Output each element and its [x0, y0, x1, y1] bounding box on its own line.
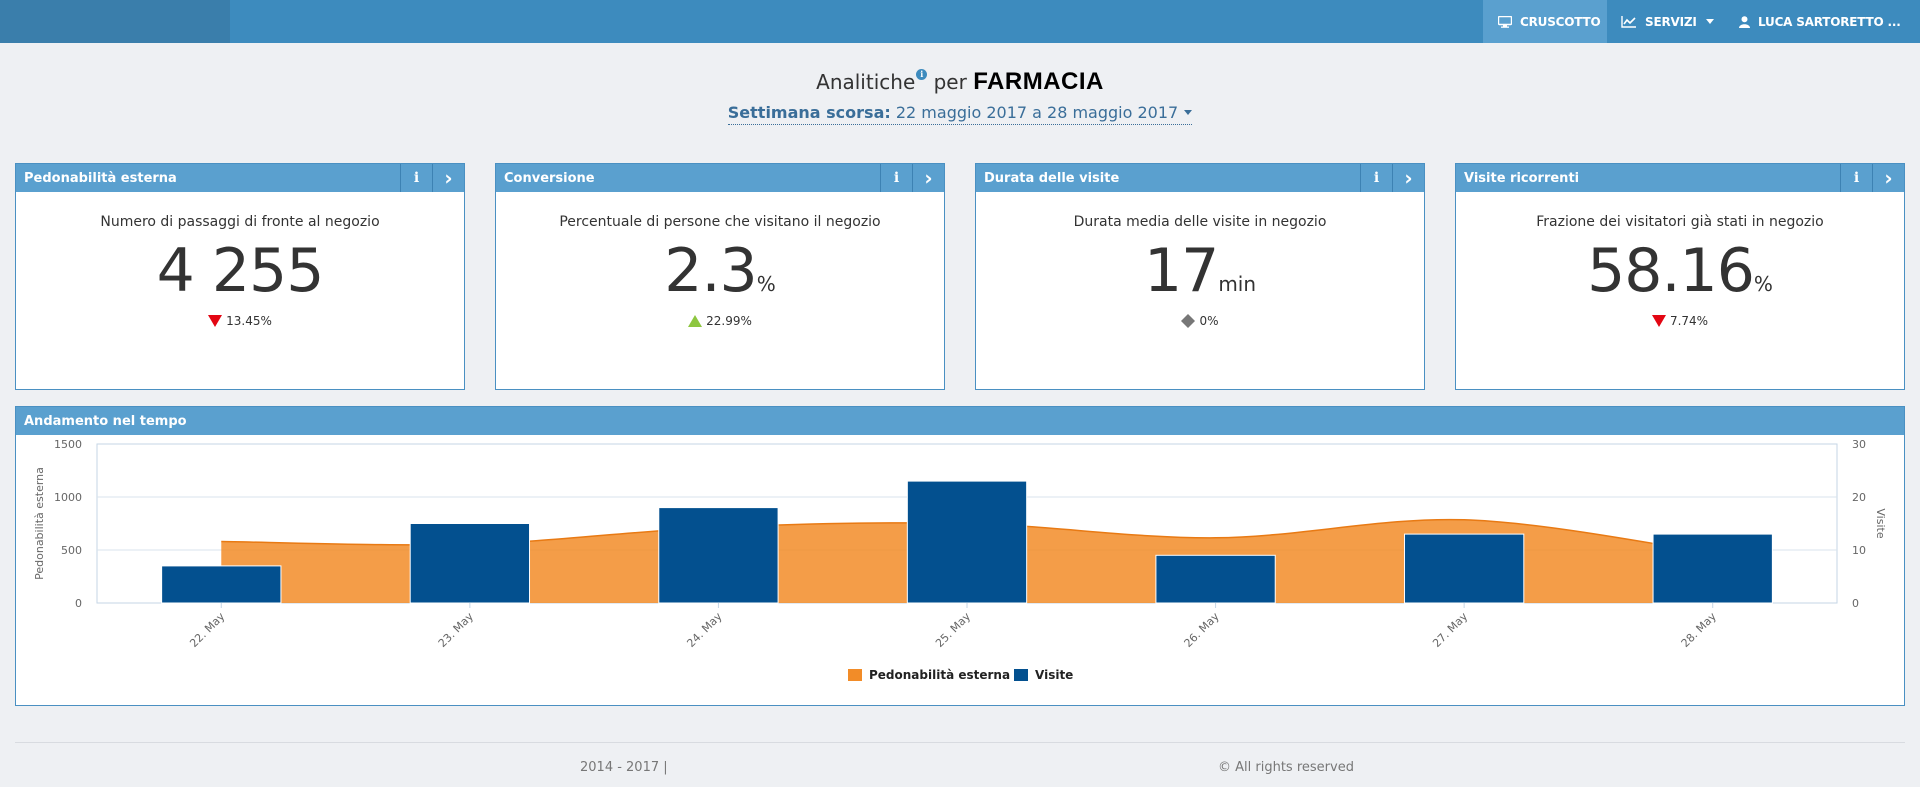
chevron-right-icon: ›	[444, 166, 453, 190]
kpi-detail-button[interactable]: ›	[1872, 164, 1904, 192]
caret-down-icon	[1705, 19, 1714, 24]
nav-services[interactable]: SERVIZI	[1607, 0, 1723, 43]
kpi-description: Durata media delle visite in negozio	[1073, 214, 1327, 230]
kpi-detail-button[interactable]: ›	[432, 164, 464, 192]
kpi-description: Numero di passaggi di fronte al negozio	[100, 214, 380, 230]
kpi-info-button[interactable]: i	[400, 164, 432, 192]
kpi-delta-value: 7.74%	[1669, 314, 1709, 328]
title-prefix: Analitiche	[816, 70, 916, 94]
footer-rights: © All rights reserved	[1218, 760, 1354, 775]
title-mid: per	[933, 70, 967, 94]
kpi-value: 58.16%	[1456, 236, 1904, 306]
info-icon: i	[413, 170, 420, 186]
chevron-right-icon: ›	[1404, 166, 1413, 190]
nav-dashboard[interactable]: CRUSCOTTO	[1483, 0, 1607, 43]
period-selector-text[interactable]: Settimana scorsa: 22 maggio 2017 a 28 ma…	[727, 103, 1193, 125]
page-title: Analitiche i per FARMACIA	[0, 68, 1920, 96]
nav-user-menu[interactable]: LUCA SARTORETTO ...	[1723, 0, 1920, 43]
kpi-panel: Visite ricorrenti i › Frazione dei visitato…	[1455, 163, 1905, 390]
trend-chart-panel: Andamento nel tempo	[15, 406, 1905, 706]
period-range: 22 maggio 2017 a 28 maggio 2017	[895, 103, 1179, 122]
kpi-delta-value: 13.45%	[226, 314, 272, 328]
kpi-header: Conversione i ›	[496, 164, 944, 192]
info-icon: i	[1373, 170, 1380, 186]
brand-logo-area[interactable]	[0, 0, 230, 43]
kpi-description: Percentuale di persone che visitano il n…	[559, 214, 881, 230]
kpi-delta-value: 22.99%	[706, 314, 752, 328]
kpi-title: Durata delle visite	[984, 170, 1120, 186]
nav-services-label: SERVIZI	[1645, 14, 1697, 29]
info-icon[interactable]: i	[916, 69, 928, 80]
kpi-detail-button[interactable]: ›	[1392, 164, 1424, 192]
nav-user-label: LUCA SARTORETTO ...	[1758, 14, 1901, 29]
info-icon: i	[1853, 170, 1860, 186]
chevron-right-icon: ›	[1884, 166, 1893, 190]
kpi-value-unit: %	[756, 272, 776, 296]
top-navbar: CRUSCOTTO SERVIZI LUCA SARTORETTO ...	[0, 0, 1920, 43]
kpi-value: 4 255	[16, 236, 464, 306]
line-chart-icon	[1621, 15, 1636, 28]
kpi-value-unit: min	[1218, 272, 1257, 296]
kpi-delta: 0%	[976, 314, 1424, 328]
user-icon	[1739, 15, 1750, 28]
kpi-info-button[interactable]: i	[1360, 164, 1392, 192]
trend-down-icon	[208, 315, 223, 327]
kpi-value-number: 4 255	[156, 236, 325, 306]
trend-down-icon	[1651, 315, 1666, 327]
footer-years: 2014 - 2017 |	[580, 760, 668, 775]
kpi-value-number: 17	[1143, 236, 1219, 306]
kpi-panel: Durata delle visite i › Durata media delle …	[975, 163, 1425, 390]
kpi-info-button[interactable]: i	[1840, 164, 1872, 192]
kpi-delta-value: 0%	[1199, 314, 1219, 328]
trend-chart-title: Andamento nel tempo	[24, 413, 187, 429]
trend-up-icon	[688, 315, 703, 327]
kpi-delta: 7.74%	[1456, 314, 1904, 328]
kpi-panel: Conversione i › Percentuale di persone che …	[495, 163, 945, 390]
kpi-header: Pedonabilità esterna i ›	[16, 164, 464, 192]
period-label: Settimana scorsa:	[727, 103, 891, 122]
monitor-icon	[1498, 15, 1512, 28]
kpi-description: Frazione dei visitatori già stati in neg…	[1536, 214, 1824, 230]
kpi-panel: Pedonabilità esterna i › Numero di passaggi…	[15, 163, 465, 390]
kpi-title: Conversione	[504, 170, 595, 186]
kpi-info-button[interactable]: i	[880, 164, 912, 192]
kpi-delta: 13.45%	[16, 314, 464, 328]
kpi-value-number: 2.3	[664, 236, 757, 306]
nav-dashboard-label: CRUSCOTTO	[1520, 14, 1601, 29]
kpi-header: Visite ricorrenti i ›	[1456, 164, 1904, 192]
kpi-value: 17min	[976, 236, 1424, 306]
kpi-value-number: 58.16	[1587, 236, 1755, 306]
trend-flat-icon	[1181, 314, 1196, 328]
kpi-title: Visite ricorrenti	[1464, 170, 1580, 186]
caret-down-icon	[1184, 110, 1193, 115]
kpi-header: Durata delle visite i ›	[976, 164, 1424, 192]
chevron-right-icon: ›	[924, 166, 933, 190]
trend-chart-header: Andamento nel tempo	[16, 407, 1904, 435]
footer-divider	[15, 742, 1905, 743]
kpi-delta: 22.99%	[496, 314, 944, 328]
kpi-title: Pedonabilità esterna	[24, 170, 177, 186]
info-icon: i	[893, 170, 900, 186]
kpi-value: 2.3%	[496, 236, 944, 306]
period-selector[interactable]: Settimana scorsa: 22 maggio 2017 a 28 ma…	[0, 103, 1920, 125]
kpi-value-unit: %	[1753, 272, 1773, 296]
kpi-detail-button[interactable]: ›	[912, 164, 944, 192]
store-name: FARMACIA	[973, 68, 1104, 95]
